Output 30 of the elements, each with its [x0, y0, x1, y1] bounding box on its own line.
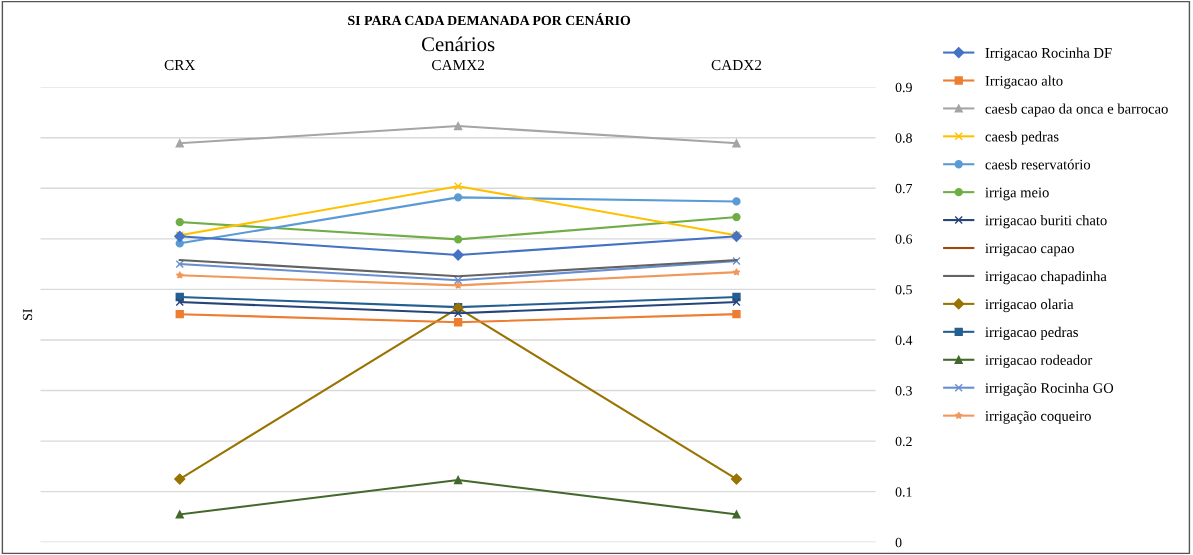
y-tick-label: 0.1 [895, 487, 912, 497]
x-tick-label: CAMX2 [432, 59, 485, 71]
x-tick-label: CRX [164, 59, 196, 71]
y-tick-label: 0.2 [895, 436, 912, 447]
legend-label: irrigacao pedras [985, 326, 1078, 341]
x-tick-label: CADX2 [711, 59, 762, 71]
y-tick-label: 0.4 [895, 335, 913, 345]
legend-label: caesb pedras [985, 131, 1059, 145]
legend-label: caesb capao da onca e barrocao [985, 103, 1168, 117]
y-tick-label: 0.7 [895, 183, 913, 194]
legend-label: irrigacao buriti chato [985, 215, 1107, 229]
y-tick-label: 0.3 [895, 386, 912, 396]
legend-label: irriga meio [985, 187, 1049, 201]
y-tick-label: 0 [895, 537, 902, 548]
y-tick-label: 0.8 [895, 133, 912, 143]
y-tick-label: 0.6 [895, 234, 913, 244]
legend-label: irrigacao chapadinha [985, 270, 1107, 285]
legend-label: Irrigacao alto [985, 75, 1063, 89]
x-axis-title: Cenários [421, 36, 495, 52]
chart-title: SI PARA CADA DEMANADA POR CENÁRIO [348, 13, 631, 26]
legend-label: irrigacao capao [985, 243, 1074, 257]
legend-label: irrigacao rodeador [985, 354, 1093, 369]
y-axis-title: SI [22, 309, 33, 320]
legend-label: irrigação coqueiro [985, 410, 1091, 424]
legend-label: Irrigacao Rocinha DF [985, 47, 1112, 61]
y-tick-label: 0.5 [895, 284, 912, 295]
legend-label: irrigacao olaria [985, 298, 1074, 313]
legend-label: irrigação Rocinha GO [985, 382, 1114, 396]
legend-label: caesb reservatório [985, 159, 1091, 170]
y-tick-label: 0.9 [895, 82, 912, 93]
